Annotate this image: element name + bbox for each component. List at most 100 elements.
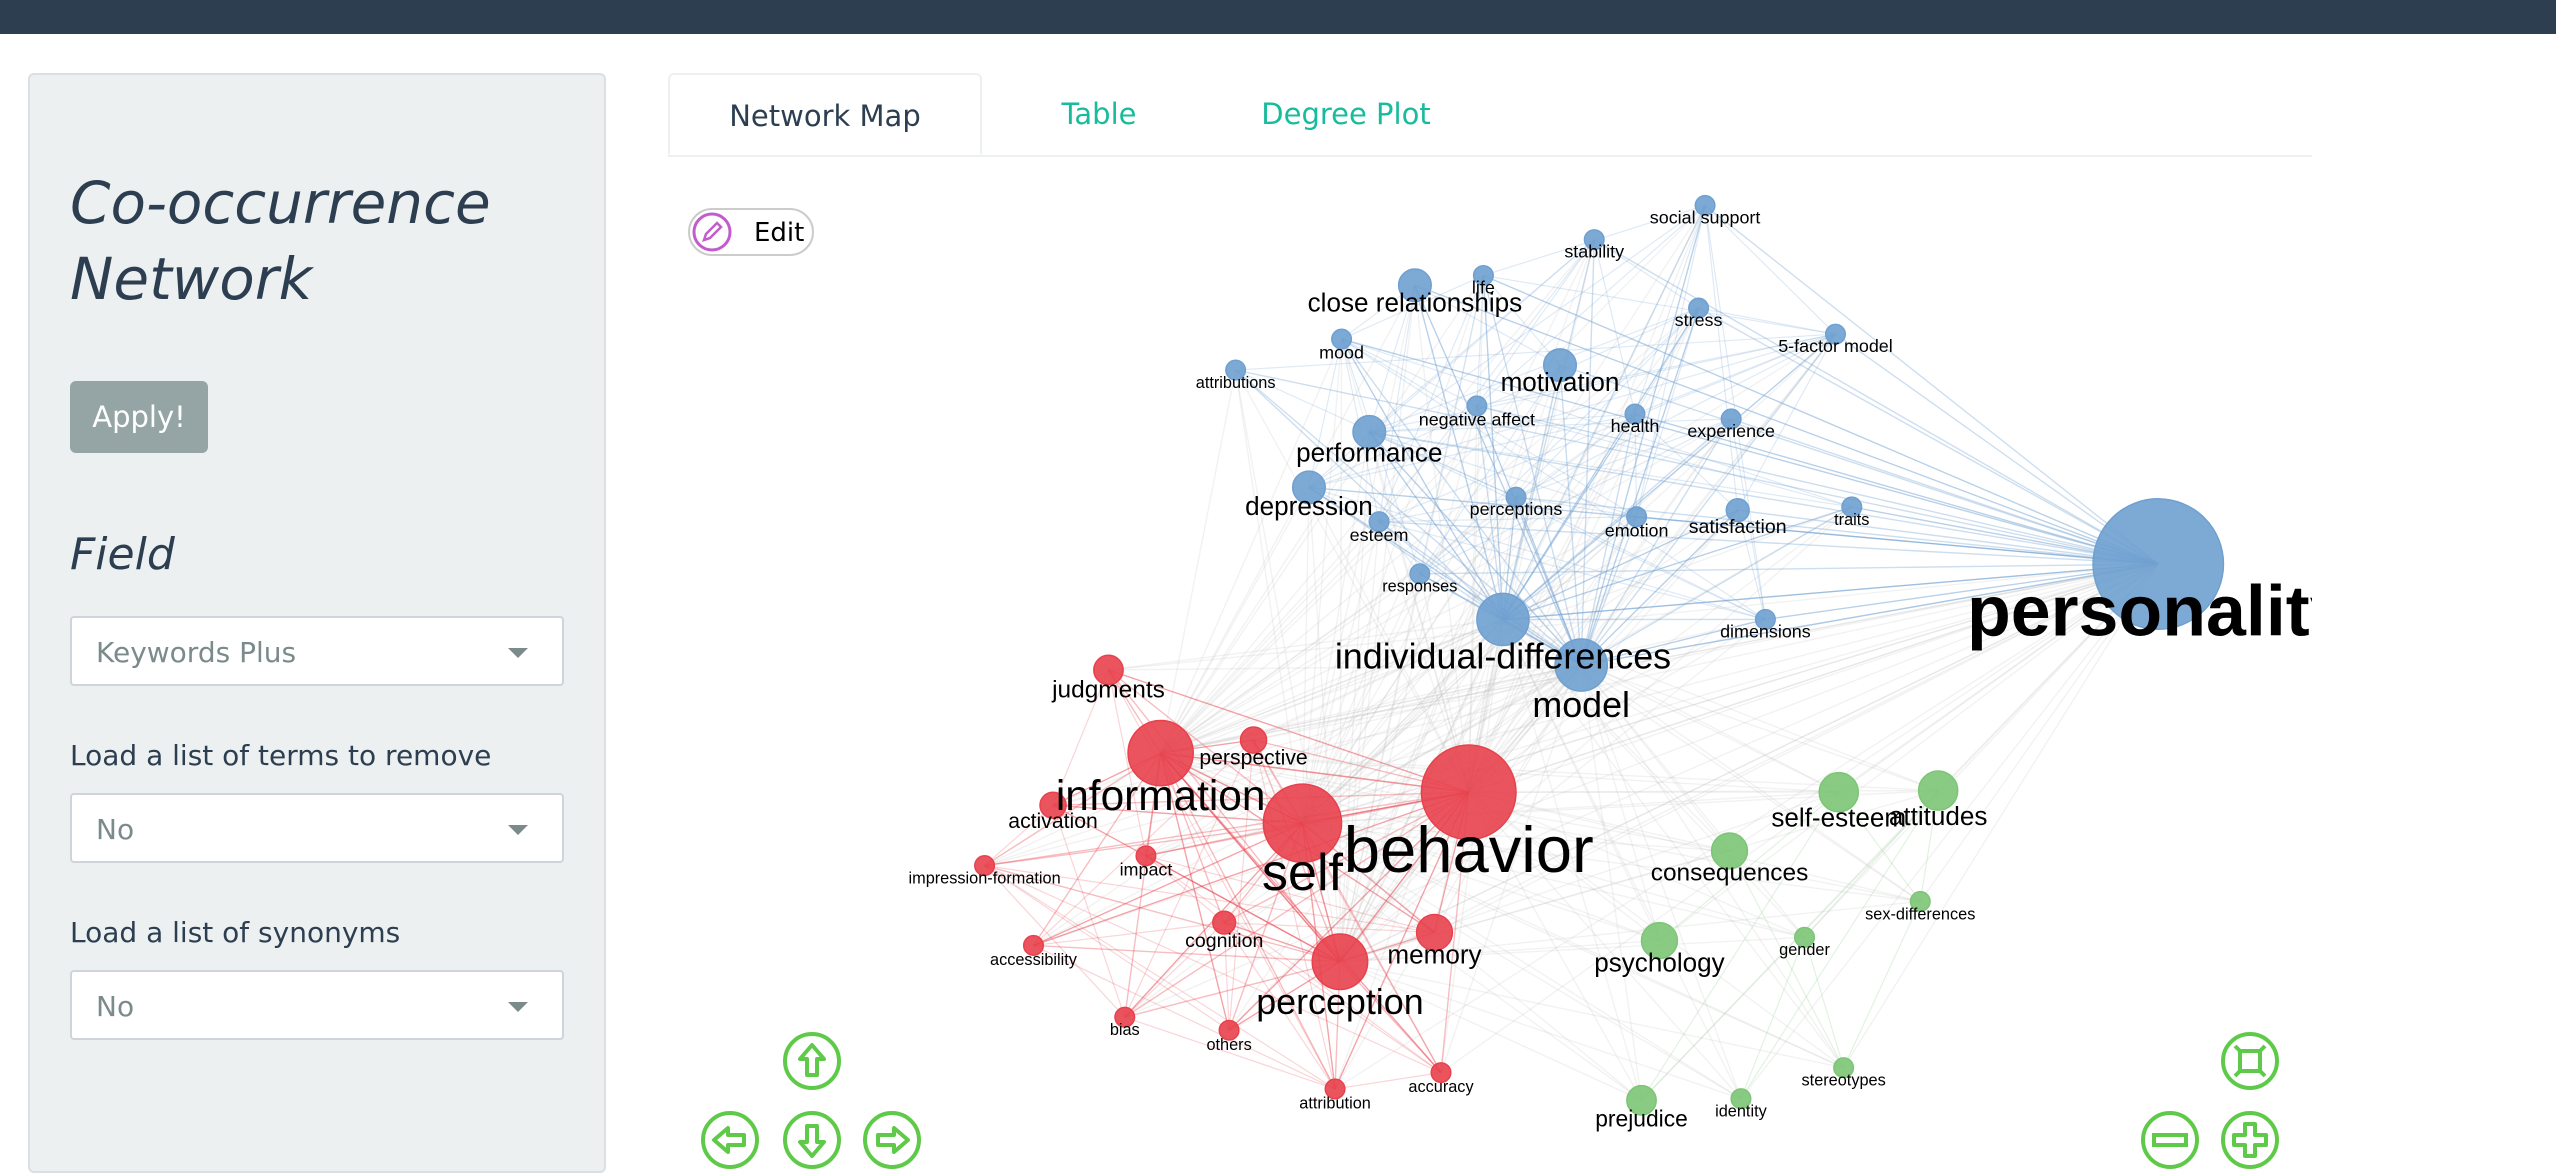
- network-edge: [1341, 338, 1766, 620]
- network-edge: [1302, 822, 1742, 1100]
- network-node[interactable]: [1476, 592, 1530, 647]
- network-node[interactable]: [1368, 511, 1390, 533]
- network-node[interactable]: [1793, 926, 1816, 948]
- network-edge: [1302, 664, 1582, 824]
- network-node[interactable]: [1710, 832, 1749, 870]
- network-node[interactable]: [1039, 791, 1067, 820]
- network-node[interactable]: [1694, 194, 1716, 216]
- network-edge: [1636, 516, 2159, 565]
- network-node[interactable]: [1909, 890, 1931, 912]
- network-edge: [1659, 563, 2159, 942]
- network-edge: [1223, 922, 1442, 1074]
- network-edge: [1052, 669, 1110, 806]
- network-node[interactable]: [1841, 496, 1863, 518]
- network-node[interactable]: [1472, 264, 1494, 287]
- network-node-label: consequences: [1651, 859, 1809, 886]
- network-edge: [1160, 496, 1517, 754]
- network-node[interactable]: [1818, 771, 1860, 813]
- network-node[interactable]: [1626, 1084, 1657, 1116]
- network-node[interactable]: [1352, 414, 1387, 450]
- network-node[interactable]: [1397, 268, 1432, 303]
- network-node[interactable]: [1239, 726, 1268, 754]
- network-graph[interactable]: personality social support stability lifecl…: [668, 160, 2312, 1144]
- tab-degree-plot[interactable]: Degree Plot: [1261, 97, 1431, 131]
- network-node[interactable]: [1430, 1062, 1452, 1084]
- network-edge: [1341, 338, 2159, 565]
- network-edge: [1339, 339, 1343, 962]
- network-edge: [1160, 521, 1380, 754]
- network-node[interactable]: [1554, 638, 1609, 692]
- network-node[interactable]: [1466, 395, 1488, 417]
- network-edge: [1033, 739, 1254, 946]
- network-node[interactable]: [1725, 498, 1750, 523]
- edit-button[interactable]: Edit: [688, 208, 814, 256]
- zoom-in-icon[interactable]: [2220, 1110, 2280, 1170]
- network-edge: [1482, 275, 1582, 666]
- network-node[interactable]: [1542, 348, 1578, 383]
- network-node-label: esteem: [1350, 525, 1409, 545]
- network-node[interactable]: [1415, 913, 1454, 952]
- network-edge: [1482, 275, 1504, 620]
- network-node[interactable]: [1409, 563, 1431, 585]
- network-edge: [1301, 496, 1517, 824]
- network-node[interactable]: [1331, 328, 1353, 350]
- zoom-out-icon[interactable]: [2140, 1110, 2200, 1170]
- tab-table[interactable]: Table: [1061, 97, 1137, 131]
- network-edge: [1580, 307, 1700, 666]
- network-node[interactable]: [1754, 608, 1776, 630]
- pan-down-icon[interactable]: [782, 1110, 842, 1170]
- network-edge: [1052, 563, 2159, 806]
- network-edge: [1107, 669, 1147, 856]
- network-node[interactable]: [1730, 1088, 1752, 1110]
- network-edge: [1476, 204, 1706, 407]
- fit-view-icon[interactable]: [2220, 1031, 2280, 1091]
- synonyms-select[interactable]: No: [70, 970, 564, 1040]
- network-node[interactable]: [1917, 770, 1959, 811]
- network-node[interactable]: [1022, 934, 1045, 956]
- network-node[interactable]: [1626, 506, 1648, 528]
- network-edge: [1476, 405, 1504, 620]
- network-node[interactable]: [1688, 297, 1710, 319]
- network-node[interactable]: [1583, 229, 1605, 251]
- network-node[interactable]: [1212, 910, 1237, 935]
- network-node[interactable]: [1114, 1006, 1136, 1028]
- network-node-label: others: [1206, 1036, 1251, 1054]
- network-node[interactable]: [1824, 323, 1847, 345]
- network-node[interactable]: [1640, 921, 1679, 960]
- pan-right-icon[interactable]: [862, 1110, 922, 1170]
- network-edge: [1160, 752, 1642, 1101]
- network-edge: [1308, 487, 1470, 793]
- network-edge: [1765, 563, 2159, 621]
- network-node-label: impression-formation: [909, 870, 1061, 888]
- network-node[interactable]: [1218, 1019, 1240, 1041]
- network-node[interactable]: [1225, 359, 1247, 381]
- network-map[interactable]: personality social support stability life cl…: [668, 160, 2312, 1144]
- network-node[interactable]: [1833, 1057, 1855, 1079]
- network-node[interactable]: [1291, 470, 1327, 505]
- network-node[interactable]: [974, 855, 996, 877]
- network-node[interactable]: [1505, 486, 1527, 508]
- network-node[interactable]: [1093, 654, 1124, 686]
- network-edge: [1223, 618, 1504, 924]
- field-select[interactable]: Keywords Plus: [70, 616, 564, 686]
- network-node[interactable]: [1262, 783, 1343, 864]
- network-node[interactable]: [1311, 933, 1369, 991]
- network-edge: [1340, 338, 1470, 793]
- network-edge: [1339, 563, 2159, 963]
- network-edge: [1302, 822, 1660, 942]
- network-node[interactable]: [1127, 719, 1194, 787]
- network-node[interactable]: [1324, 1078, 1346, 1100]
- network-node-label: emotion: [1605, 520, 1669, 540]
- network-node[interactable]: [1420, 744, 1517, 841]
- pan-left-icon[interactable]: [700, 1110, 760, 1170]
- network-node-label: attributions: [1196, 374, 1276, 392]
- network-node[interactable]: [1135, 845, 1157, 867]
- apply-button[interactable]: Apply!: [70, 381, 208, 453]
- remove-terms-select[interactable]: No: [70, 793, 564, 863]
- network-node[interactable]: [1720, 408, 1742, 430]
- network-node[interactable]: [2092, 498, 2225, 630]
- pan-up-icon[interactable]: [782, 1031, 842, 1091]
- network-edge: [1580, 664, 1742, 1099]
- tab-network-map[interactable]: Network Map: [668, 73, 982, 155]
- network-node[interactable]: [1624, 403, 1646, 425]
